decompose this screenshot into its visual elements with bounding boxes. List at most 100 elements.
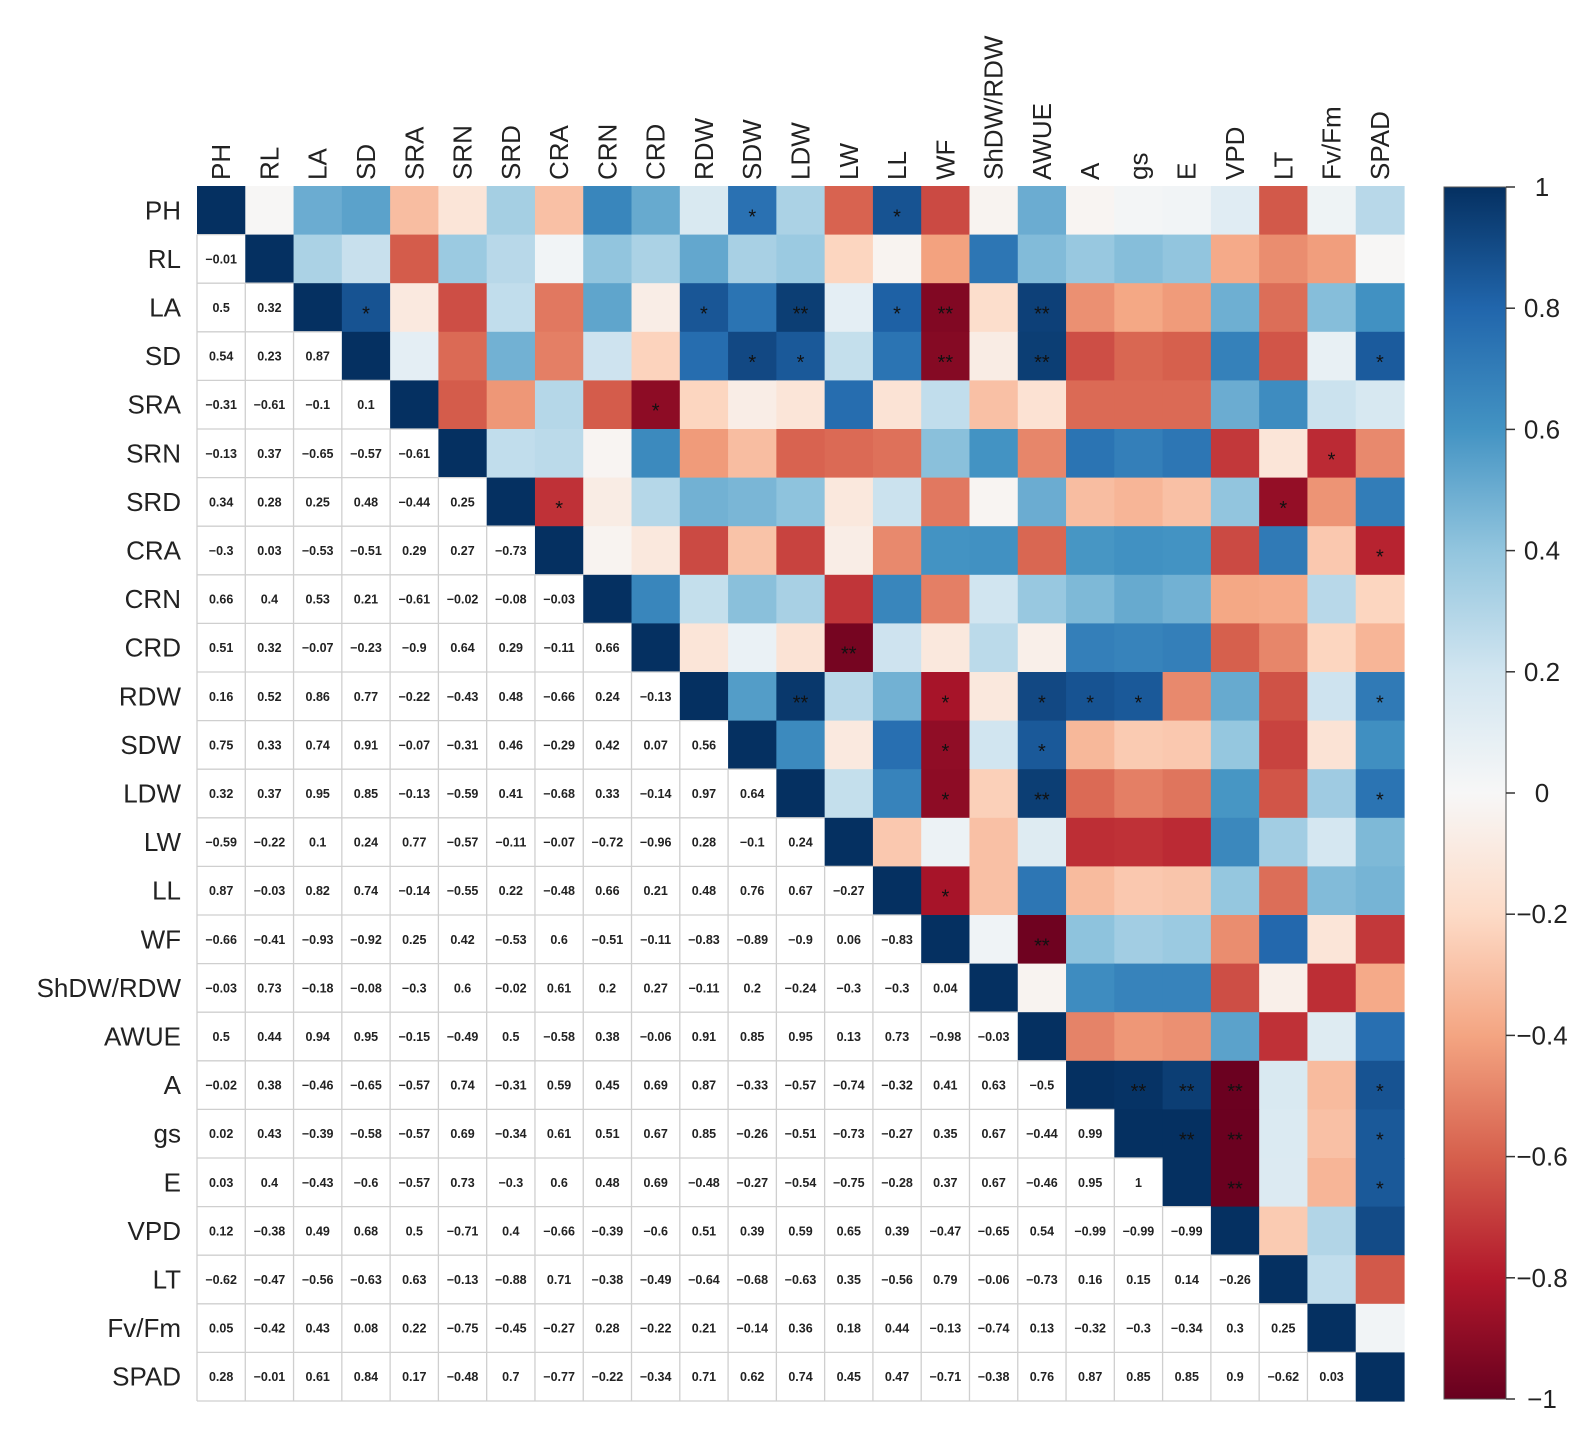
- column-label: SDW: [737, 119, 767, 180]
- color-cell: [824, 672, 874, 722]
- color-cell: [390, 234, 439, 284]
- value-cell: [341, 720, 391, 770]
- value-cell: [824, 1109, 873, 1158]
- column-label: LDW: [786, 122, 816, 180]
- cell-value: −0.99: [1171, 1224, 1203, 1238]
- cell-value: −0.08: [350, 981, 382, 995]
- value-cell: [776, 915, 825, 964]
- value-cell: [728, 963, 777, 1013]
- cell-value: 0.54: [1030, 1224, 1054, 1238]
- significance-marker: **: [938, 352, 954, 374]
- row-label: RDW: [119, 681, 182, 711]
- value-cell: [293, 1060, 342, 1110]
- color-cell: [438, 429, 488, 479]
- cell-value: 0.6: [550, 933, 567, 947]
- value-cell: [1066, 1352, 1115, 1401]
- color-cell: [1307, 963, 1357, 1013]
- color-cell: [390, 186, 439, 236]
- color-cell: [293, 283, 343, 333]
- value-cell: [679, 1206, 729, 1256]
- significance-marker: *: [893, 206, 901, 228]
- color-cell: [1210, 574, 1260, 624]
- value-cell: [824, 963, 873, 1013]
- color-cell: [872, 380, 922, 430]
- color-cell: [1066, 672, 1115, 722]
- value-cell: [776, 1352, 825, 1401]
- cell-value: −0.71: [447, 1224, 479, 1238]
- color-cell: [438, 186, 488, 236]
- color-cell: [921, 526, 971, 576]
- color-cell: [969, 477, 1019, 527]
- color-cell: [1259, 526, 1309, 576]
- value-cell: [824, 866, 873, 915]
- value-cell: [390, 1352, 439, 1401]
- row-label: LL: [152, 876, 181, 906]
- value-cell: [486, 1352, 535, 1401]
- cell-value: 0.08: [354, 1322, 378, 1336]
- color-cell: [583, 477, 633, 527]
- cell-value: 0.6: [550, 1176, 567, 1190]
- cell-value: 0.05: [209, 1322, 233, 1336]
- cell-value: 0.87: [209, 884, 233, 898]
- value-cell: [245, 574, 294, 624]
- cell-value: 0.9: [1226, 1370, 1243, 1384]
- color-cell: [824, 623, 874, 673]
- cell-value: 0.41: [933, 1079, 957, 1093]
- cell-value: −0.34: [640, 1370, 672, 1384]
- value-cell: [197, 1255, 246, 1304]
- value-cell: [921, 1109, 970, 1158]
- value-cell: [679, 817, 729, 867]
- color-cell: [1210, 720, 1260, 770]
- color-cell: [921, 866, 971, 916]
- cell-value: 0.56: [692, 738, 716, 752]
- cell-value: −0.45: [495, 1322, 527, 1336]
- color-cell: [341, 186, 391, 236]
- cell-value: −0.75: [833, 1176, 865, 1190]
- color-cell: [921, 477, 971, 527]
- color-cell: [1066, 477, 1115, 527]
- color-cell: [1307, 1206, 1357, 1256]
- value-cell: [438, 574, 487, 624]
- value-cell: [197, 1352, 246, 1401]
- value-cell: [293, 1303, 342, 1353]
- color-cell: [824, 186, 874, 236]
- value-cell: [583, 1109, 632, 1158]
- color-cell: [1017, 429, 1067, 479]
- cell-value: −0.43: [447, 690, 479, 704]
- cell-value: −0.48: [447, 1370, 479, 1384]
- cell-value: 0.25: [306, 495, 330, 509]
- color-cell: [1114, 380, 1164, 430]
- colorbar-tick-label: 1: [1535, 172, 1549, 202]
- cell-value: −0.13: [640, 690, 672, 704]
- cell-value: 0.47: [885, 1370, 909, 1384]
- color-cell: [921, 623, 971, 673]
- cell-value: 0.32: [257, 301, 281, 315]
- cell-value: 0.42: [595, 738, 619, 752]
- value-cell: [728, 866, 777, 915]
- value-cell: [1114, 1255, 1163, 1304]
- cell-value: −0.89: [736, 933, 768, 947]
- color-cell: [631, 477, 681, 527]
- color-cell: [872, 429, 922, 479]
- cell-value: 0.85: [354, 787, 378, 801]
- cell-value: −0.03: [978, 1030, 1010, 1044]
- cell-value: 0.43: [306, 1322, 330, 1336]
- cell-value: −0.13: [205, 447, 237, 461]
- value-cell: [245, 769, 294, 818]
- color-cell: [1210, 331, 1260, 381]
- cell-value: 0.22: [499, 884, 523, 898]
- value-cell: [728, 1206, 777, 1256]
- row-label: SDW: [120, 730, 181, 760]
- color-cell: [1259, 623, 1309, 673]
- color-cell: [1017, 186, 1067, 236]
- value-cell: [245, 331, 294, 381]
- color-cell: [921, 283, 971, 333]
- value-cell: [969, 1352, 1018, 1401]
- value-cell: [390, 574, 439, 624]
- cell-value: −0.99: [1074, 1224, 1106, 1238]
- value-cell: [438, 1303, 487, 1353]
- value-cell: [534, 866, 584, 915]
- cell-value: −0.64: [688, 1273, 720, 1287]
- cell-value: −0.41: [254, 933, 286, 947]
